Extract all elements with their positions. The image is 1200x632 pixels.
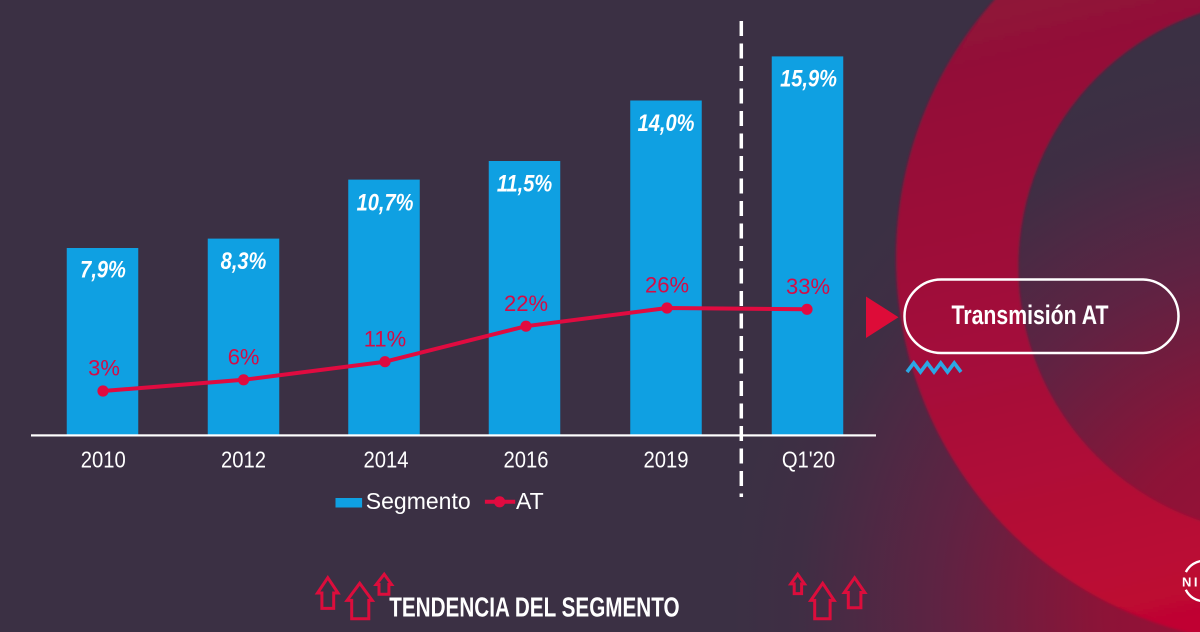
svg-text:3%: 3% bbox=[88, 356, 120, 381]
svg-text:14,0%: 14,0% bbox=[638, 109, 695, 136]
svg-text:11%: 11% bbox=[364, 326, 406, 351]
svg-text:Transmisión AT: Transmisión AT bbox=[952, 300, 1109, 330]
svg-text:11,5%: 11,5% bbox=[497, 170, 553, 197]
svg-text:26%: 26% bbox=[645, 273, 689, 298]
svg-text:NIS: NIS bbox=[1182, 575, 1200, 590]
svg-text:33%: 33% bbox=[786, 274, 830, 299]
svg-text:2012: 2012 bbox=[221, 446, 266, 473]
svg-text:2014: 2014 bbox=[363, 446, 408, 473]
svg-text:AT: AT bbox=[516, 488, 544, 514]
svg-text:Segmento: Segmento bbox=[366, 488, 471, 514]
svg-text:2010: 2010 bbox=[81, 446, 126, 473]
svg-text:2019: 2019 bbox=[643, 446, 688, 473]
svg-text:2016: 2016 bbox=[503, 446, 548, 473]
svg-text:TENDENCIA DEL SEGMENTO: TENDENCIA DEL SEGMENTO bbox=[389, 592, 679, 623]
svg-text:Q1'20: Q1'20 bbox=[782, 446, 835, 473]
svg-text:6%: 6% bbox=[228, 345, 260, 370]
svg-text:7,9%: 7,9% bbox=[80, 256, 126, 283]
svg-text:8,3%: 8,3% bbox=[221, 247, 267, 274]
svg-text:15,9%: 15,9% bbox=[780, 65, 837, 92]
svg-text:22%: 22% bbox=[504, 291, 548, 316]
svg-text:10,7%: 10,7% bbox=[357, 189, 414, 216]
